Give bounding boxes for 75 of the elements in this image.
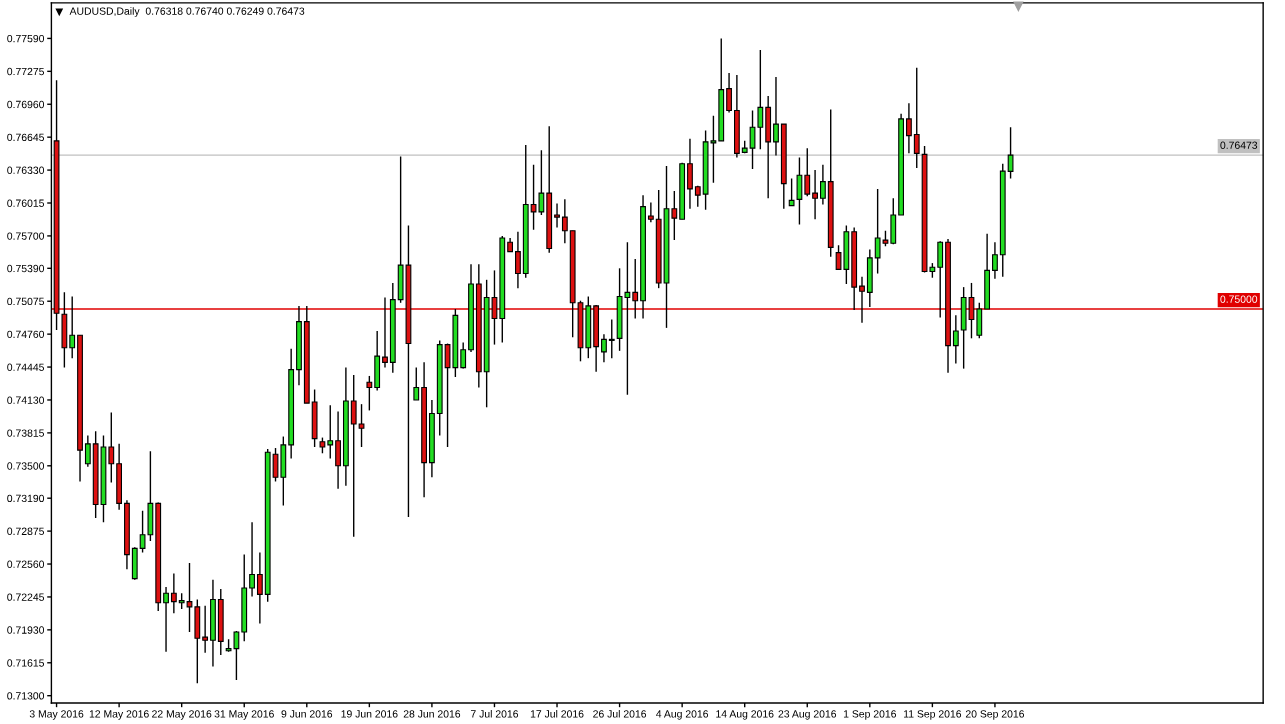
x-tick-label: 14 Aug 2016 bbox=[716, 710, 774, 720]
x-tick-label: 9 Jun 2016 bbox=[281, 710, 333, 718]
candlestick bbox=[812, 169, 818, 220]
x-tick-label: 23 Aug 2016 bbox=[778, 710, 837, 720]
x-tick-label: 19 Jun 2016 bbox=[341, 710, 398, 718]
y-tick-label: 0.76330 bbox=[7, 166, 45, 174]
candlestick bbox=[327, 404, 334, 460]
y-tick-label: 0.76960 bbox=[7, 100, 45, 109]
candlestick bbox=[108, 411, 115, 484]
x-tick-label: 26 Jul 2016 bbox=[593, 709, 647, 718]
ref-line-label: 0.75000 bbox=[1220, 295, 1258, 303]
candlestick bbox=[952, 314, 959, 365]
candlestick bbox=[515, 231, 521, 289]
y-tick-label: 0.74445 bbox=[7, 363, 45, 371]
candlestick bbox=[163, 586, 169, 653]
y-tick-label: 0.75390 bbox=[7, 264, 45, 273]
y-tick-label: 0.77590 bbox=[7, 34, 45, 43]
ref-line-label: 0.76473 bbox=[1220, 141, 1258, 149]
x-tick-label: 20 Sep 2016 bbox=[965, 710, 1025, 720]
y-tick-label: 0.76645 bbox=[7, 133, 45, 142]
x-tick-label: 7 Jul 2016 bbox=[470, 709, 519, 718]
y-tick-label: 0.74130 bbox=[7, 396, 45, 404]
chart-title: AUDUSD,Daily 0.76318 0.76740 0.76249 0.76473 bbox=[69, 7, 305, 17]
x-tick-label: 22 May 2016 bbox=[152, 710, 212, 720]
candlestick bbox=[350, 374, 357, 538]
x-tick-label: 31 May 2016 bbox=[214, 710, 274, 720]
candlestick bbox=[413, 366, 420, 401]
candlestick bbox=[788, 177, 795, 207]
x-tick-label: 1 Sep 2016 bbox=[843, 710, 897, 720]
candlestick bbox=[460, 341, 467, 370]
y-tick-label: 0.76015 bbox=[7, 199, 45, 207]
x-tick-label: 3 May 2016 bbox=[29, 710, 84, 720]
candlestick bbox=[608, 318, 615, 359]
y-tick-label: 0.71615 bbox=[7, 659, 45, 667]
candlestick bbox=[382, 296, 388, 369]
y-tick-label: 0.73815 bbox=[7, 429, 45, 437]
candlestick bbox=[992, 241, 998, 280]
x-tick-label: 12 May 2016 bbox=[89, 710, 149, 720]
y-tick-label: 0.74760 bbox=[7, 330, 45, 339]
y-tick-label: 0.73190 bbox=[7, 494, 45, 503]
x-tick-label: 17 Jul 2016 bbox=[530, 709, 584, 718]
candlestick bbox=[202, 605, 209, 654]
candlestick bbox=[773, 76, 779, 157]
y-tick-label: 0.72875 bbox=[7, 527, 45, 535]
y-tick-label: 0.72245 bbox=[7, 593, 45, 601]
y-tick-label: 0.75700 bbox=[7, 232, 45, 240]
candlestick bbox=[913, 66, 920, 169]
candlestick bbox=[256, 551, 263, 625]
y-tick-label: 0.77275 bbox=[7, 67, 45, 76]
candlestick bbox=[632, 258, 639, 320]
x-tick-label: 28 Jun 2016 bbox=[403, 710, 461, 718]
candlestick bbox=[1007, 126, 1014, 180]
candlestick bbox=[859, 275, 865, 324]
candlestick bbox=[561, 198, 568, 244]
candlestick bbox=[69, 295, 76, 359]
x-tick-label: 4 Aug 2016 bbox=[656, 710, 709, 720]
candlestick bbox=[366, 375, 373, 412]
candlestick bbox=[186, 562, 193, 633]
candlestick bbox=[84, 434, 91, 468]
candlestick bbox=[647, 201, 654, 224]
candlestick bbox=[819, 164, 826, 206]
y-tick-label: 0.72560 bbox=[7, 560, 45, 568]
candlestick bbox=[249, 521, 255, 598]
candlestick bbox=[906, 102, 912, 155]
candlestick bbox=[170, 572, 177, 614]
y-tick-label: 0.75075 bbox=[7, 297, 45, 306]
candlestick bbox=[554, 202, 560, 229]
candlestick bbox=[358, 403, 365, 448]
x-tick-label: 11 Sep 2016 bbox=[904, 710, 962, 720]
y-tick-label: 0.73500 bbox=[7, 462, 45, 470]
y-tick-label: 0.71300 bbox=[7, 692, 45, 700]
candlestick bbox=[601, 333, 607, 364]
candlestick bbox=[726, 72, 732, 114]
candlestick bbox=[804, 147, 811, 197]
y-tick-label: 0.71930 bbox=[7, 626, 45, 634]
